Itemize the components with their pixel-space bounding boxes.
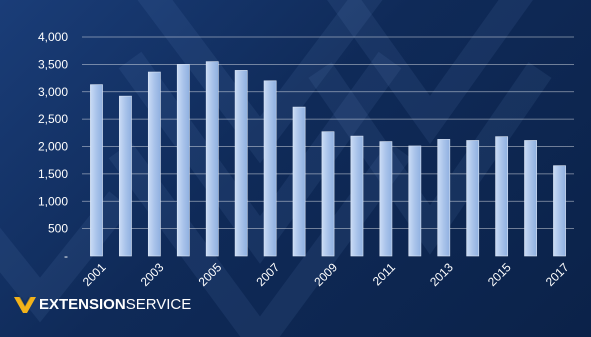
x-tick-label: 2011 — [370, 260, 398, 288]
bar-2004 — [176, 64, 190, 257]
bar-2014 — [466, 140, 480, 257]
bar-2001 — [90, 84, 103, 257]
bar-2005 — [205, 61, 219, 257]
y-tick-label: 2,500 — [38, 112, 68, 126]
bar-2015 — [495, 136, 509, 257]
bar-2003 — [147, 71, 161, 257]
x-tick-label: 2015 — [485, 260, 514, 289]
y-tick-label: 4,000 — [38, 30, 68, 44]
y-tick-label: 1,500 — [38, 167, 68, 181]
bar-2008 — [292, 106, 306, 257]
bar-2013 — [437, 139, 451, 257]
logo-wordmark: EXTENSIONSERVICE — [39, 296, 191, 313]
x-tick-label: 2003 — [138, 260, 167, 289]
bar-2002 — [119, 95, 132, 257]
bar-2006 — [234, 70, 248, 257]
y-tick-label: - — [64, 249, 68, 263]
y-tick-label: 1,000 — [38, 194, 68, 208]
bar-2016 — [524, 140, 537, 257]
y-tick-label: 500 — [48, 222, 68, 236]
wv-logo-icon — [14, 296, 36, 313]
bar-2007 — [263, 80, 277, 257]
bar-2009 — [321, 131, 335, 257]
x-axis-ticks: 2001 2003 2005 2007 2009 2011 2013 2015 2017 — [80, 260, 572, 289]
bar-2011 — [379, 141, 393, 257]
bar-2012 — [408, 145, 422, 257]
bars — [90, 61, 566, 257]
extension-service-logo: EXTENSIONSERVICE — [14, 296, 191, 313]
x-tick-label: 2013 — [427, 260, 456, 289]
x-tick-label: 2005 — [196, 260, 225, 289]
y-tick-label: 2,000 — [38, 140, 68, 154]
gridlines — [82, 36, 574, 230]
x-tick-label: 2007 — [253, 260, 282, 289]
y-axis-ticks: - 500 1,000 1,500 2,000 2,500 3,000 3,500 4,000 — [38, 30, 68, 263]
y-tick-label: 3,500 — [38, 57, 68, 71]
logo-wordmark-bold: EXTENSION — [39, 296, 126, 313]
y-tick-label: 3,000 — [38, 85, 68, 99]
bar-2017 — [553, 165, 566, 257]
logo-wordmark-regular: SERVICE — [125, 296, 192, 313]
x-tick-label: 2017 — [543, 260, 572, 289]
x-tick-label: 2009 — [311, 260, 340, 289]
x-tick-label: 2001 — [80, 260, 109, 289]
bar-2010 — [350, 135, 364, 257]
